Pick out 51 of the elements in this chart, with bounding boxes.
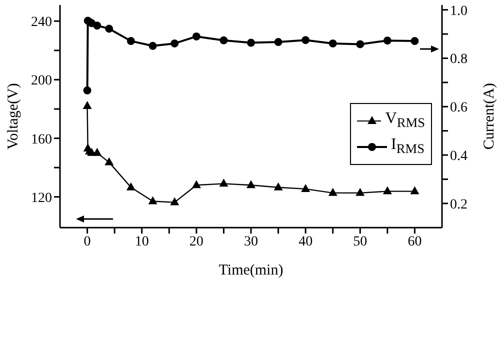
y2-tick-label: 0.2 <box>450 197 468 212</box>
point <box>328 188 338 196</box>
point <box>104 157 114 166</box>
point <box>83 86 92 94</box>
x-tick-label: 40 <box>298 234 313 250</box>
point <box>92 148 102 156</box>
point <box>170 39 179 48</box>
point <box>219 178 228 187</box>
point <box>274 38 282 46</box>
x-axis-title: Time(min) <box>218 262 284 279</box>
y-tick-label: 160 <box>31 132 52 148</box>
point <box>328 39 337 48</box>
point <box>383 36 392 45</box>
point <box>192 180 201 188</box>
legend-label: V$_{RMS}$ <box>385 110 425 130</box>
x-tick-label: 30 <box>244 234 258 250</box>
y-tick-label: 120 <box>31 190 52 206</box>
point <box>302 36 310 44</box>
point <box>410 37 419 46</box>
x-tick-label: 0 <box>84 234 91 250</box>
y-axis-title: Voltage(V) <box>5 83 22 150</box>
point <box>148 42 157 50</box>
x-tick-label: 10 <box>134 234 149 250</box>
y2-tick-label: 0.8 <box>450 52 468 68</box>
point <box>246 180 256 188</box>
point <box>382 186 392 194</box>
point <box>126 37 135 46</box>
point <box>105 24 114 33</box>
y-tick-label: 240 <box>31 15 52 30</box>
y2-tick-label: 0.6 <box>450 100 468 116</box>
point <box>93 22 102 30</box>
y2-tick-label: 1.0 <box>450 4 468 19</box>
point <box>126 182 136 190</box>
point <box>82 101 92 110</box>
y2-tick-label: 0.4 <box>450 149 468 164</box>
y-tick-label: 200 <box>31 74 52 89</box>
x-tick-label: 20 <box>189 234 204 250</box>
legend-label: I$_{RMS}$ <box>391 136 424 156</box>
point <box>148 196 158 204</box>
point <box>356 40 364 48</box>
point <box>220 36 228 44</box>
y2-axis-title: Current(A) <box>481 82 498 150</box>
point <box>170 197 180 206</box>
point <box>247 38 255 47</box>
point <box>192 32 200 40</box>
point <box>301 184 310 192</box>
point <box>274 182 283 190</box>
x-tick-label: 50 <box>353 234 368 250</box>
point <box>410 186 420 194</box>
point <box>356 188 365 196</box>
x-tick-label: 60 <box>408 234 422 250</box>
